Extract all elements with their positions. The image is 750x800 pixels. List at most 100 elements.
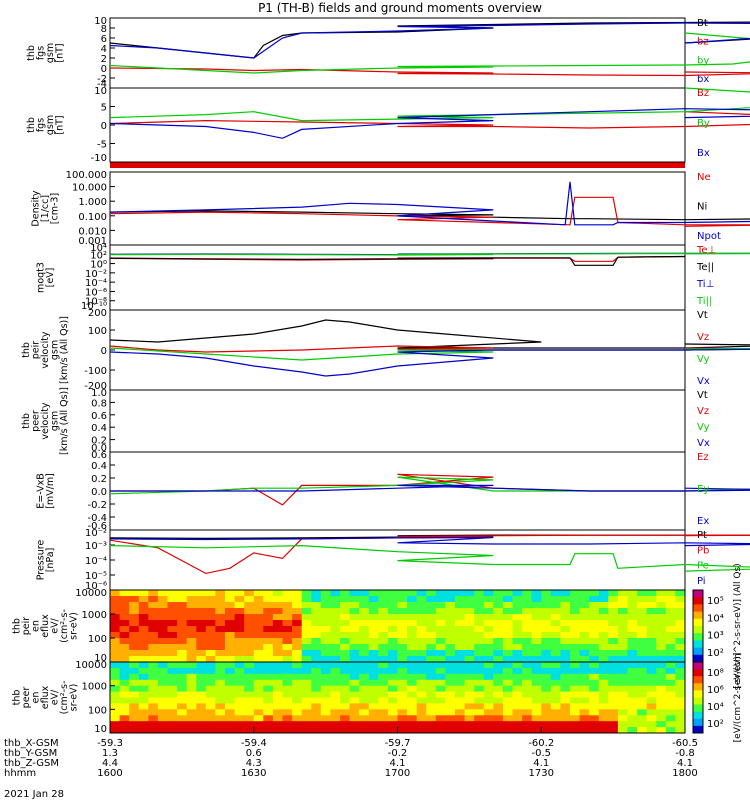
heatmap-cell (157, 608, 168, 615)
heatmap-cell (560, 656, 571, 663)
heatmap-cell (320, 703, 331, 710)
y-tick-label: 10⁰ (90, 260, 107, 271)
heatmap-cell (502, 602, 513, 609)
y-tick-label: 10⁻⁶ (85, 581, 107, 592)
heatmap-cell (608, 721, 619, 728)
heatmap-cell (282, 644, 293, 651)
colorbar-segment (693, 604, 703, 613)
heatmap-cell (637, 632, 648, 639)
y-axis-label: peer (21, 687, 32, 709)
heatmap-cell (550, 697, 561, 704)
heatmap-cell (225, 697, 236, 704)
heatmap-cell (368, 727, 379, 734)
heatmap-cell (272, 632, 283, 639)
heatmap-cell (464, 596, 475, 603)
heatmap-cell (455, 620, 466, 627)
colorbar-segment (693, 725, 703, 734)
heatmap-cell (589, 656, 600, 663)
heatmap-cell (110, 644, 121, 651)
heatmap-cell (292, 679, 303, 687)
heatmap-cell (129, 596, 140, 603)
heatmap-cell (455, 608, 466, 615)
heatmap-cell (637, 650, 648, 657)
y-axis-label: (cm²-s- (59, 681, 70, 715)
heatmap-cell (282, 596, 293, 603)
heatmap-cell (617, 596, 628, 603)
heatmap-cell (512, 662, 523, 669)
heatmap-cell (560, 638, 571, 645)
y-tick-label: -10 (91, 153, 107, 164)
heatmap-cell (608, 650, 619, 657)
heatmap-cell (627, 685, 638, 693)
heatmap-cell (407, 727, 418, 734)
heatmap-cell (531, 691, 542, 698)
heatmap-cell (378, 709, 389, 716)
heatmap-cell (512, 667, 523, 675)
heatmap-cell (129, 662, 140, 669)
heatmap-cell (426, 620, 437, 627)
heatmap-cell (282, 656, 293, 663)
heatmap-cell (435, 721, 446, 728)
heatmap-cell (627, 644, 638, 651)
y-axis-label: [1/cc] (40, 195, 51, 222)
heatmap-cell (282, 614, 293, 621)
heatmap-cell (330, 626, 341, 633)
heatmap-cell (186, 721, 197, 728)
heatmap-cell (675, 697, 686, 704)
heatmap-cell (598, 697, 609, 704)
heatmap-cell (627, 703, 638, 710)
heatmap-cell (550, 685, 561, 693)
heatmap-cell (359, 727, 370, 734)
heatmap-cell (637, 721, 648, 728)
heatmap-cell (177, 715, 188, 722)
heatmap-cell (617, 590, 628, 597)
colorbar-segment (693, 718, 703, 727)
heatmap-cell (407, 656, 418, 663)
heatmap-cell (292, 596, 303, 603)
heatmap-cell (455, 685, 466, 693)
heatmap-cell (311, 620, 322, 627)
y-axis-label: [mV/m] (45, 473, 56, 509)
heatmap-cell (282, 650, 293, 657)
heatmap-cell (426, 602, 437, 609)
heatmap-cell (598, 638, 609, 645)
heatmap-cell (416, 727, 427, 734)
series-line-Bx (109, 108, 750, 139)
heatmap-cell (311, 703, 322, 710)
series-line-Vt (109, 319, 750, 349)
heatmap-cell (215, 709, 226, 716)
heatmap-cell (493, 721, 504, 728)
heatmap-cell (349, 685, 360, 693)
colorbar-segment (693, 654, 703, 663)
heatmap-cell (292, 644, 303, 651)
heatmap-cell (320, 650, 331, 657)
heatmap-cell (148, 590, 159, 597)
heatmap-cell (579, 638, 590, 645)
heatmap-cell (110, 608, 121, 615)
heatmap-cell (234, 727, 245, 734)
heatmap-cell (301, 650, 312, 657)
heatmap-cell (177, 602, 188, 609)
heatmap-cell (675, 656, 686, 663)
heatmap-cell (541, 709, 552, 716)
heatmap-cell (617, 709, 628, 716)
heatmap-cell (560, 662, 571, 669)
heatmap-cell (234, 691, 245, 698)
heatmap-cell (407, 721, 418, 728)
heatmap-cell (378, 691, 389, 698)
y-axis-label: Density (31, 190, 42, 226)
heatmap-cell (330, 590, 341, 597)
heatmap-cell (244, 691, 255, 698)
heatmap-cell (675, 727, 686, 734)
heatmap-cell (560, 703, 571, 710)
heatmap-cell (320, 679, 331, 687)
heatmap-cell (665, 662, 676, 669)
heatmap-cell (340, 685, 351, 693)
y-tick-label: 100 (88, 705, 107, 716)
heatmap-cell (196, 626, 207, 633)
heatmap-cell (455, 662, 466, 669)
heatmap-cell (253, 697, 264, 704)
heatmap-cell (493, 596, 504, 603)
heatmap-cell (340, 638, 351, 645)
heatmap-cell (493, 709, 504, 716)
